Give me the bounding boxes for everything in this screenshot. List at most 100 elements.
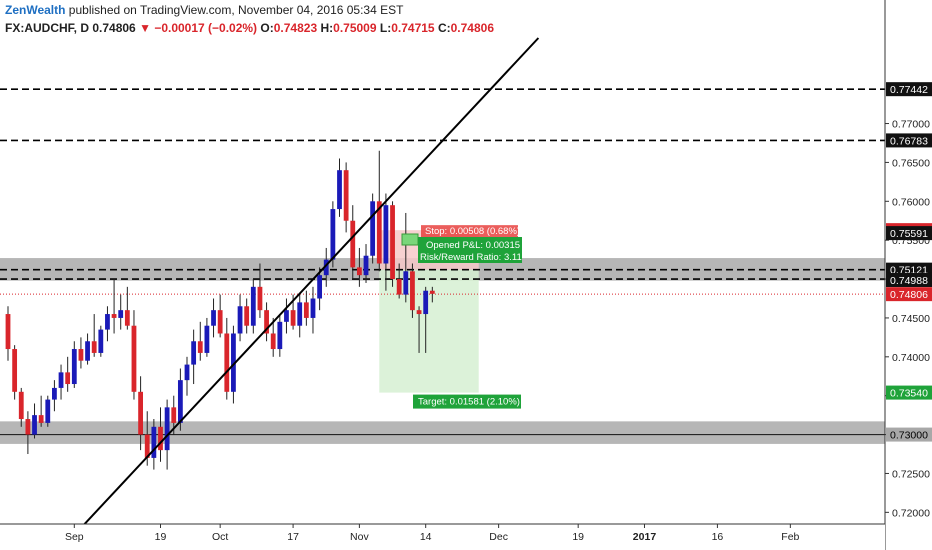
candle-body [124, 310, 130, 326]
close-label: C: [437, 21, 451, 35]
candle-body [78, 349, 84, 361]
candle-body [52, 387, 57, 400]
candle-64 [429, 286, 435, 303]
candle-29 [197, 321, 203, 361]
candle-body [337, 170, 342, 210]
candle-body [423, 290, 429, 315]
price-label-6: 0.74806 [890, 289, 928, 301]
price-label-7: 0.73540 [890, 388, 928, 400]
price-label-1: 0.76783 [890, 135, 928, 147]
symbol-label[interactable]: FX:AUDCHF, D [5, 21, 89, 35]
candle-body [270, 333, 276, 350]
candle-32 [217, 294, 223, 338]
publish-info: ZenWealth published on TradingView.com, … [5, 3, 403, 17]
candle-body [390, 205, 395, 280]
x-tick-label-8: 2017 [633, 531, 657, 543]
candle-body [217, 310, 223, 334]
candle-body [231, 333, 236, 392]
candle-37 [250, 279, 256, 334]
candle-20 [138, 376, 143, 451]
pnl-label: Opened P&L: 0.00315 [426, 240, 520, 251]
candle-46 [310, 286, 316, 334]
x-tick-label-0: Sep [65, 531, 84, 543]
candle-1 [12, 345, 18, 400]
candle-body [350, 220, 356, 268]
candle-body [151, 426, 157, 458]
candle-57 [383, 193, 389, 291]
y-tick-label-2: 0.76000 [892, 196, 930, 208]
candle-body [290, 310, 296, 326]
price-label-box-5 [886, 272, 932, 287]
candle-body [237, 306, 243, 334]
candle-12 [85, 333, 90, 365]
candle-52 [350, 205, 356, 280]
price-change: −0.00017 (−0.02%) [154, 21, 258, 35]
candle-13 [91, 314, 97, 357]
price-label-0: 0.77442 [890, 84, 928, 96]
candle-body [91, 341, 97, 353]
candle-body [429, 290, 435, 294]
y-tick-label-6: 0.74000 [892, 352, 930, 364]
candle-30 [204, 317, 210, 357]
price-label-box-7 [886, 385, 932, 400]
down-arrow-icon: ▼ [139, 21, 151, 35]
trendline [80, 37, 540, 529]
stop-label: Stop: 0.00508 (0.68%) [425, 226, 520, 237]
author-name[interactable]: ZenWealth [5, 3, 66, 17]
candle-body [12, 349, 18, 392]
candle-body [323, 259, 329, 276]
candle-body [71, 349, 77, 385]
candle-10 [71, 341, 77, 388]
candle-2 [18, 387, 24, 427]
pnl-label-box [418, 237, 522, 263]
candle-8 [58, 364, 64, 400]
candle-0 [5, 306, 11, 361]
candle-body [416, 310, 422, 315]
candle-body [18, 391, 24, 420]
candle-body [191, 341, 197, 365]
candle-body [284, 310, 289, 322]
candle-6 [45, 395, 51, 427]
candle-35 [237, 294, 243, 342]
candle-5 [38, 395, 44, 427]
candle-body [396, 279, 402, 295]
candle-11 [78, 337, 84, 369]
candle-4 [32, 403, 37, 439]
price-label-box-1 [886, 133, 932, 148]
candle-22 [151, 419, 157, 470]
candle-47 [317, 267, 323, 311]
open-label: O: [260, 21, 274, 35]
candle-body [330, 209, 336, 260]
candle-body [277, 321, 283, 350]
x-tick-label-10: Feb [781, 531, 799, 543]
candle-40 [270, 317, 276, 357]
price-label-5: 0.74988 [890, 275, 928, 287]
target-label: Target: 0.01581 (2.10%) [418, 397, 520, 408]
candle-body [343, 170, 349, 221]
candle-body [244, 306, 250, 326]
x-tick-label-4: Nov [350, 531, 369, 543]
candle-body [177, 380, 183, 423]
candle-17 [118, 294, 124, 330]
rr-label: Risk/Reward Ratio: 3.11 [420, 252, 522, 263]
candle-body [45, 399, 51, 423]
price-label-3: 0.75591 [890, 228, 928, 240]
stop-label-box [421, 225, 518, 238]
target-zone [379, 269, 479, 393]
candle-23 [158, 407, 163, 462]
open-value: 0.74823 [273, 21, 318, 35]
candle-body [164, 407, 170, 451]
target-label-box [413, 394, 521, 409]
candle-16 [111, 279, 117, 334]
candle-body [403, 271, 409, 295]
y-tick-label-10: 0.72000 [892, 507, 930, 519]
candle-63 [423, 286, 429, 353]
candle-body [383, 205, 389, 264]
candle-body [297, 302, 303, 326]
candle-44 [297, 294, 303, 338]
candle-19 [131, 310, 137, 400]
candle-body [303, 302, 309, 318]
candle-59 [396, 263, 402, 299]
candle-7 [52, 380, 57, 412]
